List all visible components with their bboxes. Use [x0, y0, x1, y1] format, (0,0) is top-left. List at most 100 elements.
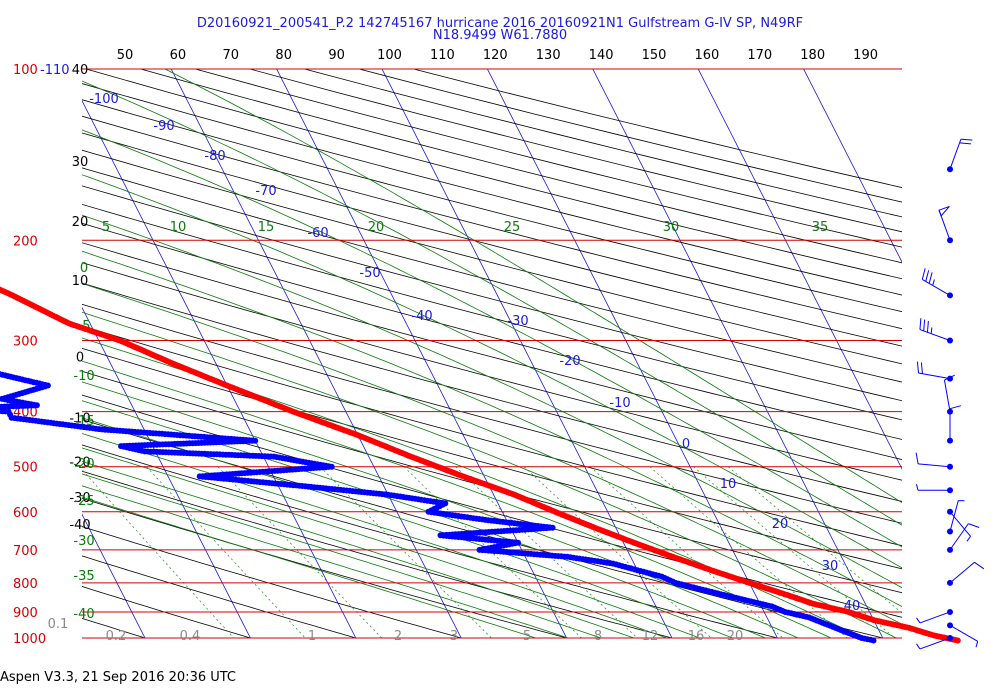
- moist-adiabat-line: [82, 447, 668, 638]
- temperature-series: [0, 286, 961, 644]
- dry-adiabat-line: [193, 69, 902, 248]
- isotherm-label: 0: [682, 437, 690, 452]
- mixing-ratio-label: 8: [594, 629, 602, 644]
- wind-barb-staff: [949, 511, 971, 537]
- dry-adiabat-line: [82, 222, 902, 440]
- wind-barb-staff: [949, 624, 978, 642]
- mixing-ratio-label: 20: [727, 629, 744, 644]
- moist-adiabat-line: [82, 250, 902, 607]
- wind-barb: [947, 500, 965, 535]
- wind-barb-flag: [916, 361, 919, 374]
- wind-barb: [916, 484, 953, 494]
- isotherm-label: -40: [411, 309, 432, 324]
- moist-adiabat-line: [82, 337, 865, 638]
- isotherm-line: [82, 99, 357, 638]
- moist-adiabat-line: [82, 214, 902, 589]
- left-temp-label: 20: [72, 215, 89, 230]
- isotherm-label: 20: [772, 517, 789, 532]
- wind-barb-flag: [974, 561, 985, 570]
- dry-adiabat-line: [82, 115, 902, 330]
- mixing-ratio-line: [82, 469, 235, 638]
- dry-adiabat-line: [82, 242, 902, 460]
- left-temp-label: -30: [69, 491, 90, 506]
- moist-adiabat-label: 5: [102, 220, 110, 235]
- wind-barb-half-flag: [916, 484, 919, 491]
- wind-barb-flag: [915, 452, 919, 465]
- moist-adiabat-label: 10: [170, 220, 187, 235]
- top-axis-label: 180: [800, 48, 825, 63]
- pressure-tick-label: 300: [13, 334, 38, 349]
- wind-barb-flag: [919, 318, 922, 330]
- isotherm-line: [82, 306, 251, 638]
- moist-adiabat-line: [164, 69, 902, 504]
- isotherm-line: [0, 56, 46, 650]
- wind-barb: [938, 205, 953, 244]
- wind-barb-staff: [943, 379, 951, 412]
- dry-adiabat-line: [82, 325, 902, 547]
- dry-adiabat-line: [82, 347, 902, 570]
- pressure-tick-label: 200: [13, 234, 38, 249]
- top-axis-label: 120: [483, 48, 508, 63]
- isotherm-label: -80: [204, 149, 225, 164]
- moist-adiabat-left-label: -30: [73, 534, 94, 549]
- pressure-tick-label: 100: [13, 63, 38, 78]
- moist-adiabat-line: [82, 360, 832, 638]
- chart-title-line2: N18.9499 W61.7880: [432, 28, 568, 43]
- dry-adiabat-line: [82, 149, 902, 365]
- wind-barb: [915, 452, 953, 470]
- wind-barb-flag: [926, 320, 929, 333]
- wind-barb: [947, 622, 979, 648]
- mixing-ratio-label: 5: [523, 629, 531, 644]
- isotherm-label: -60: [307, 226, 328, 241]
- dry-adiabat-line: [82, 303, 902, 524]
- dry-adiabat-line: [82, 167, 902, 383]
- dry-adiabat-line: [82, 470, 674, 638]
- top-axis-label: 130: [536, 48, 561, 63]
- dry-adiabat-line: [357, 69, 902, 203]
- dry-adiabat-line: [82, 203, 902, 421]
- left-temp-label: -20: [69, 456, 90, 471]
- wind-barb: [943, 374, 955, 415]
- moist-adiabat-left-label: -10: [73, 369, 94, 384]
- wind-barb-flag: [925, 270, 930, 282]
- isotherm-line: [381, 69, 673, 638]
- wind-barb-flag: [968, 523, 980, 528]
- moist-adiabat-line: [82, 283, 902, 625]
- top-axis-label: 100: [377, 48, 402, 63]
- mixing-ratio-line: [693, 466, 896, 638]
- temperature-point: [954, 637, 961, 644]
- mixing-ratio-label: 0.1: [48, 617, 69, 632]
- wind-barb-flag: [920, 362, 923, 374]
- wind-barb: [921, 268, 953, 299]
- mixing-ratio-line: [523, 466, 712, 638]
- wind-barb-half-flag: [916, 617, 921, 624]
- moist-adiabat-left-label: -20: [73, 457, 94, 472]
- top-axis-label: 60: [170, 48, 187, 63]
- dry-adiabat-line: [82, 99, 902, 313]
- mixing-ratio-label: 12: [642, 629, 659, 644]
- isotherm-line: [903, 56, 1000, 650]
- wind-barb-staff: [949, 561, 975, 584]
- moist-adiabat-line: [82, 473, 603, 638]
- isotherm-label-top: -110: [40, 63, 70, 78]
- dry-adiabat-line: [82, 282, 902, 502]
- mixing-ratio-line: [403, 466, 583, 638]
- wind-barb: [947, 508, 971, 542]
- isotherm-label: -50: [359, 266, 380, 281]
- wind-barb: [947, 138, 973, 173]
- isotherm-label: 10: [720, 477, 737, 492]
- moist-adiabat-left-label: -40: [73, 607, 94, 622]
- pressure-tick-label: 700: [13, 544, 38, 559]
- dry-adiabat-line: [412, 69, 902, 188]
- isotherm-label: -20: [559, 354, 580, 369]
- wind-barb: [947, 561, 985, 586]
- dewpoint-point: [0, 404, 2, 410]
- mixing-ratio-line: [146, 466, 306, 638]
- pressure-tick-label: 800: [13, 577, 38, 592]
- chart-title-line1: D20160921_200541_P.2 142745167 hurricane…: [196, 16, 804, 31]
- moist-adiabat-left-label: 0: [80, 261, 88, 276]
- wind-barb: [947, 405, 962, 444]
- wind-barb-staff: [922, 278, 951, 296]
- top-axis-label: 190: [853, 48, 878, 63]
